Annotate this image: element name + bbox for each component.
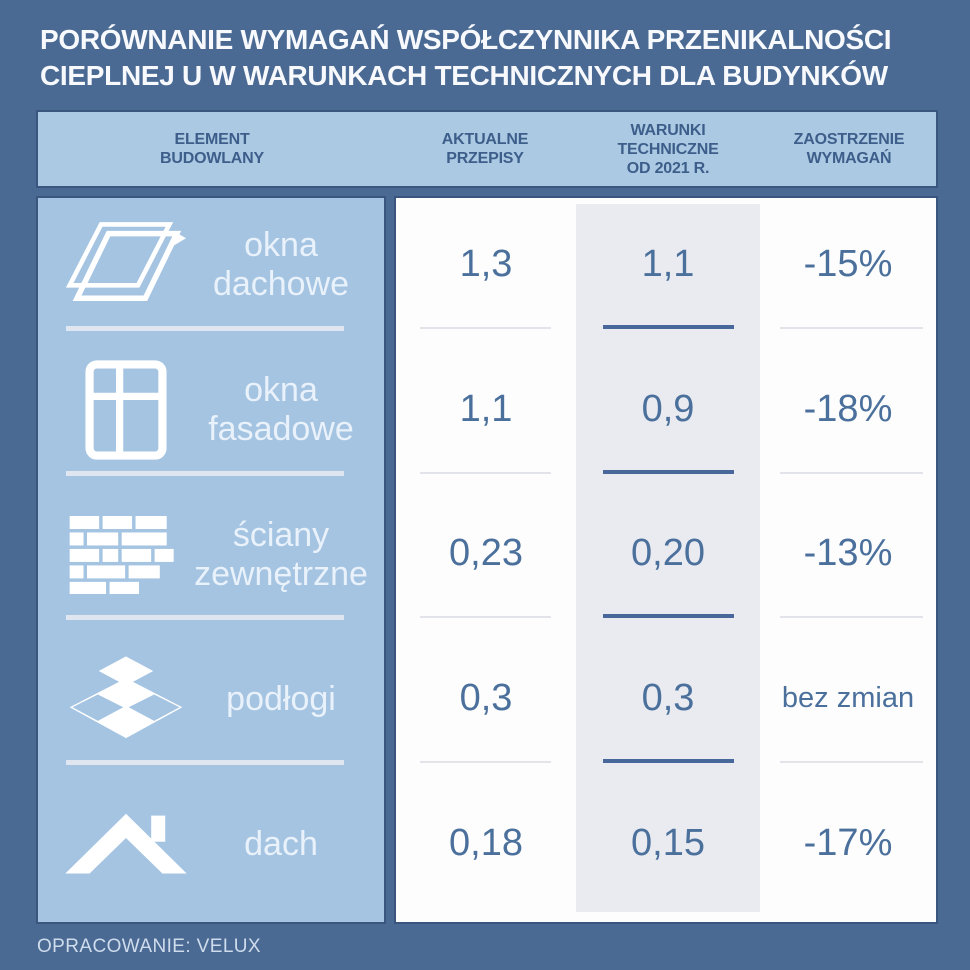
value-wt2021: 0,20 (631, 532, 705, 575)
element-label: okna dachowe (212, 226, 350, 304)
row-divider (780, 761, 923, 764)
value-row: 0,3 0,3 bez zmian (396, 632, 936, 777)
value-row: 1,3 1,1 -15% (396, 198, 936, 343)
value-row: 1,1 0,9 -18% (396, 343, 936, 488)
page-title: PORÓWNANIE WYMAGAŃ WSPÓŁCZYNNIKA PRZENIK… (40, 22, 935, 94)
value-current: 0,18 (449, 822, 523, 865)
row-divider (420, 616, 551, 619)
element-label: ściany zewnętrzne (194, 515, 368, 593)
value-change: -15% (803, 242, 893, 285)
element-row-floors: podłogi (38, 632, 384, 777)
value-change: -13% (803, 532, 893, 575)
row-divider-accent (603, 759, 734, 764)
values-area: 1,3 1,1 -15% 1,1 0,9 -18% 0,23 0,20 -13%… (394, 196, 938, 924)
row-divider-accent (603, 469, 734, 474)
row-divider (420, 326, 551, 329)
value-wt2021: 1,1 (641, 242, 695, 285)
roof-window-icon (60, 222, 192, 308)
element-row-roof-window: okna dachowe (38, 198, 384, 343)
column-header-current: AKTUALNE PRZEPISY (441, 131, 529, 167)
row-divider (66, 325, 344, 331)
wt2021-highlight-column (576, 204, 760, 912)
facade-window-icon (60, 359, 192, 461)
source-credit: OPRACOWANIE: VELUX (37, 936, 261, 957)
value-change: bez zmian (781, 682, 915, 715)
value-current: 1,3 (459, 242, 513, 285)
column-header-wt2021: WARUNKI TECHNICZNE OD 2021 R. (617, 121, 719, 177)
brick-wall-icon (60, 515, 192, 594)
row-divider (780, 471, 923, 474)
column-header-change: ZAOSTRZENIE WYMAGAŃ (793, 131, 905, 167)
value-wt2021: 0,15 (631, 822, 705, 865)
row-divider-accent (603, 614, 734, 619)
value-row: 0,23 0,20 -13% (396, 488, 936, 633)
element-label: podłogi (226, 680, 336, 719)
value-change: -17% (803, 822, 893, 865)
value-current: 1,1 (459, 387, 513, 430)
row-divider (66, 470, 344, 476)
page-title-line2: CIEPLNEJ U W WARUNKACH TECHNICZNYCH DLA … (40, 60, 888, 91)
value-wt2021: 0,9 (641, 387, 695, 430)
row-divider (66, 615, 344, 621)
element-label: dach (244, 825, 318, 864)
element-column: okna dachowe okna fasadowe (36, 196, 386, 924)
value-change: -18% (803, 387, 893, 430)
column-header-element: ELEMENT BUDOWLANY (160, 131, 264, 167)
value-current: 0,3 (459, 677, 513, 720)
value-wt2021: 0,3 (641, 677, 695, 720)
value-row: 0,18 0,15 -17% (396, 777, 936, 922)
roof-icon (60, 810, 192, 880)
page-title-line1: PORÓWNANIE WYMAGAŃ WSPÓŁCZYNNIKA PRZENIK… (40, 24, 892, 55)
row-divider (66, 760, 344, 766)
row-divider (780, 616, 923, 619)
floor-tiles-icon (60, 654, 192, 746)
table-header-row: ELEMENT BUDOWLANY AKTUALNE PRZEPISY WARU… (36, 110, 938, 188)
element-row-roof: dach (38, 777, 384, 922)
element-row-walls: ściany zewnętrzne (38, 488, 384, 633)
value-current: 0,23 (449, 532, 523, 575)
row-divider (420, 471, 551, 474)
element-row-facade-window: okna fasadowe (38, 343, 384, 488)
row-divider (780, 326, 923, 329)
row-divider (420, 761, 551, 764)
row-divider-accent (603, 324, 734, 329)
element-label: okna fasadowe (208, 371, 354, 449)
